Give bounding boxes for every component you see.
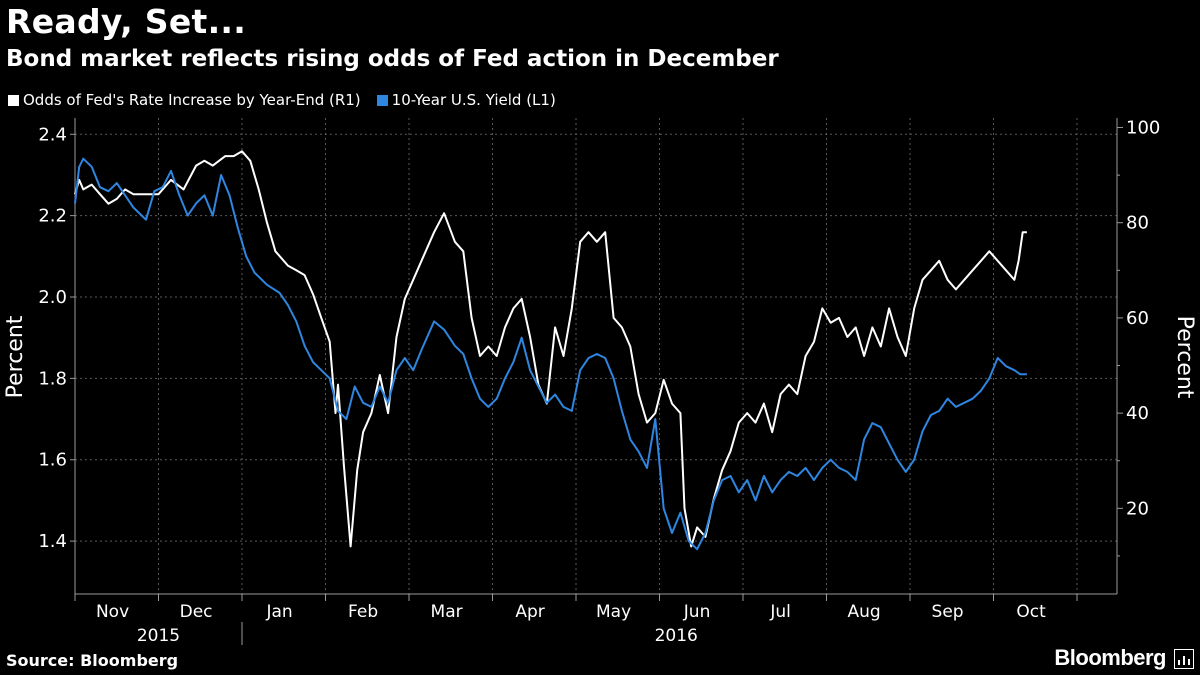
legend-swatch-odds	[8, 94, 19, 106]
left-tick-label: 2.4	[38, 124, 67, 145]
legend-swatch-yield	[376, 94, 388, 106]
legend-item-yield: 10-Year U.S. Yield (L1)	[376, 91, 556, 109]
left-tick-label: 1.4	[38, 531, 67, 552]
brand-logo: Bloomberg	[1054, 645, 1166, 670]
month-label: Jun	[683, 602, 711, 622]
left-tick-label: 2.2	[38, 206, 67, 227]
month-label: Jul	[769, 602, 791, 622]
month-label: Jan	[265, 602, 292, 622]
right-tick-label: 80	[1126, 213, 1149, 234]
month-label: Nov	[96, 602, 129, 622]
chart-legend: Odds of Fed's Rate Increase by Year-End …	[8, 91, 556, 109]
right-axis-title: Percent	[1172, 316, 1197, 399]
month-label: May	[596, 602, 631, 622]
right-tick-label: 60	[1126, 308, 1149, 329]
right-tick-label: 20	[1126, 498, 1149, 519]
left-tick-label: 1.8	[38, 368, 67, 389]
month-label: Oct	[1016, 602, 1046, 622]
series-line-odds	[74, 150, 1027, 548]
month-label: Dec	[180, 602, 213, 622]
year-label: 2016	[655, 626, 698, 646]
series-line-yield	[74, 157, 1027, 551]
month-label: Mar	[431, 602, 463, 622]
month-label: Aug	[847, 602, 880, 622]
chart-title: Ready, Set...	[6, 2, 247, 41]
legend-item-odds: Odds of Fed's Rate Increase by Year-End …	[8, 91, 361, 109]
right-tick-label: 40	[1126, 403, 1149, 424]
month-label: Sep	[932, 602, 964, 622]
year-label: 2015	[137, 626, 180, 646]
left-axis-title: Percent	[3, 315, 28, 398]
legend-label-odds: Odds of Fed's Rate Increase by Year-End …	[23, 91, 361, 109]
month-label: Apr	[515, 602, 544, 622]
left-tick-label: 1.6	[38, 450, 67, 471]
legend-label-yield: 10-Year U.S. Yield (L1)	[391, 91, 556, 109]
right-tick-label: 100	[1126, 118, 1160, 139]
source-note: Source: Bloomberg	[6, 651, 179, 670]
month-label: Feb	[348, 602, 378, 622]
left-tick-label: 2.0	[38, 287, 67, 308]
chart-subtitle: Bond market reflects rising odds of Fed …	[6, 46, 779, 72]
bloomberg-chart-icon	[1174, 649, 1194, 669]
